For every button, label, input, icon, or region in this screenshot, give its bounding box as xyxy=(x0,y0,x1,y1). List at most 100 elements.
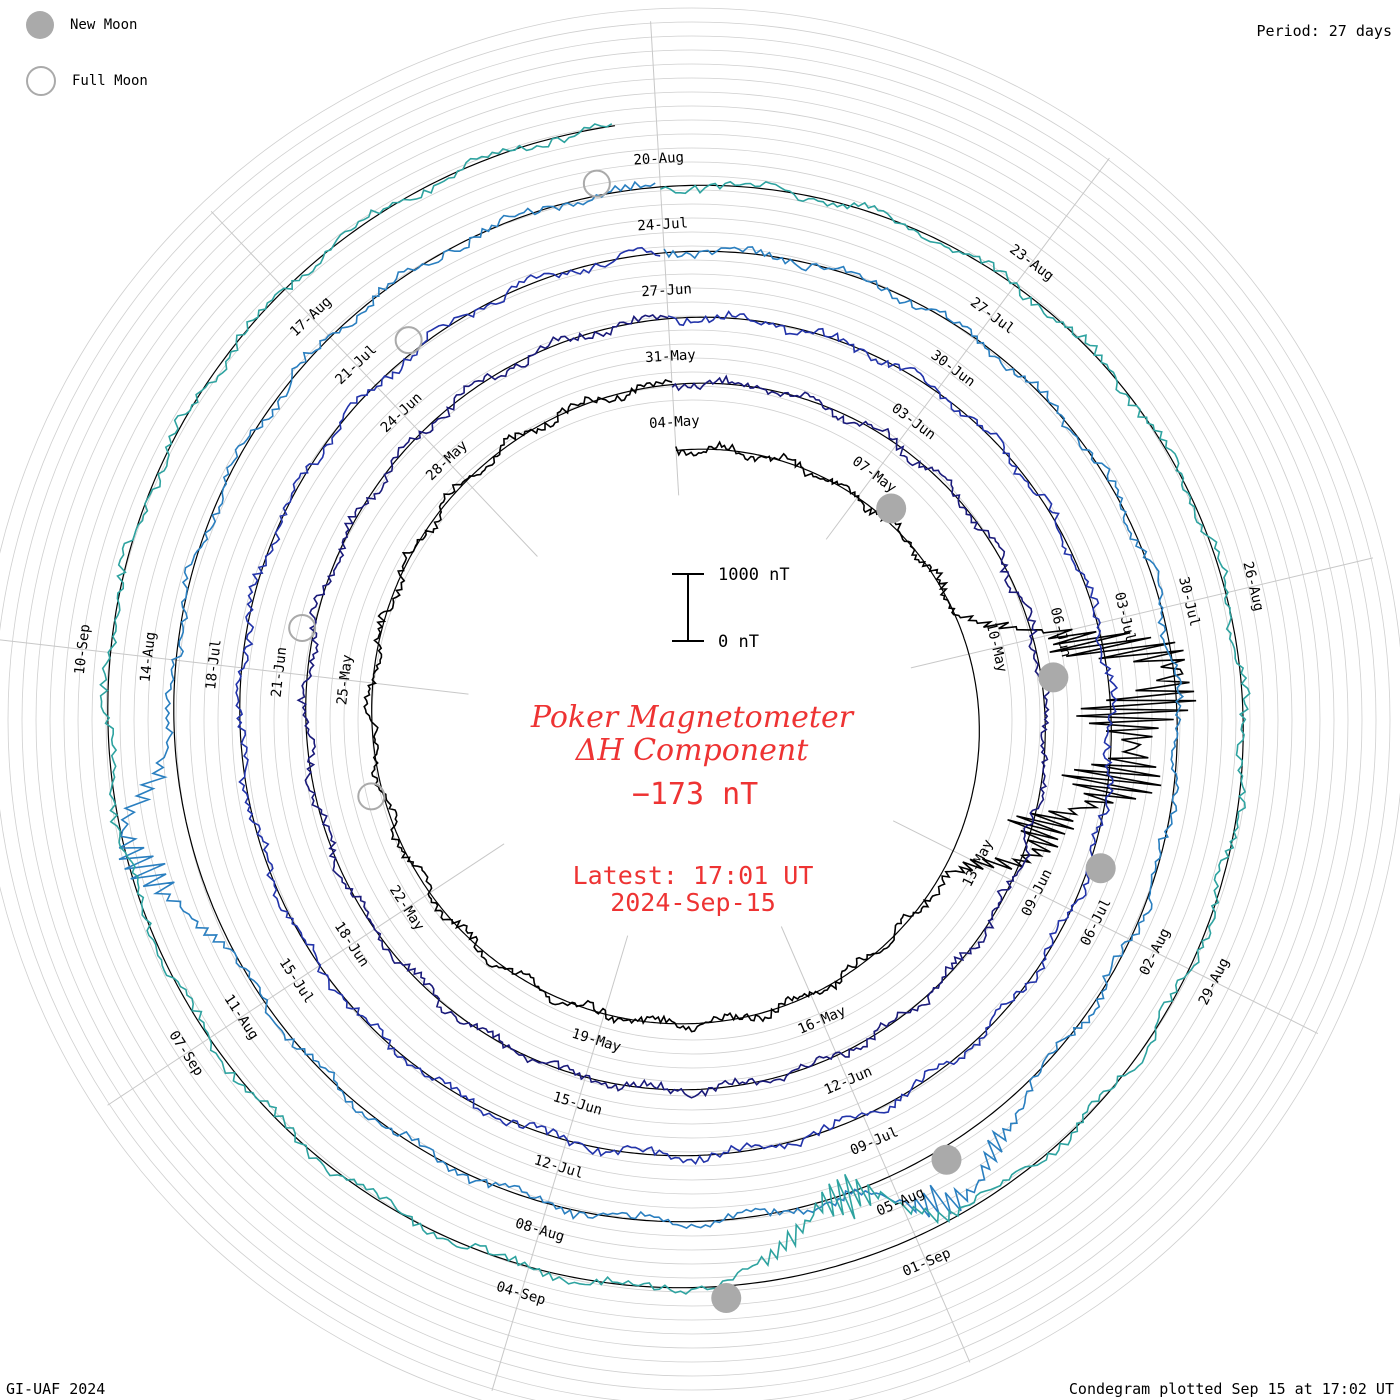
chart-title-line2: ΔH Component xyxy=(575,733,809,768)
date-label: 04-May xyxy=(649,413,700,432)
date-label: 21-Jul xyxy=(332,342,380,388)
day-spoke xyxy=(780,926,971,1363)
grid-circle xyxy=(315,343,1069,1097)
grid-circle xyxy=(63,91,1321,1349)
baseline-path xyxy=(107,125,1244,1289)
full-moon-marker xyxy=(394,326,423,355)
period-label: Period: 27 days xyxy=(1256,22,1392,40)
moon-markers xyxy=(288,169,1116,1313)
legend-full-moon: Full Moon xyxy=(26,66,148,96)
day-spoke xyxy=(0,639,469,695)
full-moon-marker xyxy=(357,782,386,811)
grid-circle xyxy=(21,49,1363,1391)
day-spokes xyxy=(0,21,1374,1391)
legend-new-moon: New Moon xyxy=(26,10,148,40)
chart-title-line1: Poker Magnetometer xyxy=(530,700,855,735)
new-moon-marker xyxy=(876,493,907,524)
latest-value: −173 nT xyxy=(632,777,758,812)
grid-circle xyxy=(0,7,1400,1400)
baseline-spiral xyxy=(107,125,1244,1289)
grid-circle xyxy=(0,21,1391,1400)
new-moon-label: New Moon xyxy=(70,17,138,33)
latest-time: Latest: 17:01 UT xyxy=(573,861,814,890)
date-label: 12-Jul xyxy=(532,1152,585,1182)
date-label: 23-Aug xyxy=(1006,241,1056,284)
series-revolution-3 xyxy=(235,246,1119,1166)
new-moon-icon xyxy=(26,11,54,39)
grid-circle xyxy=(259,287,1125,1153)
grid-circle xyxy=(343,371,1041,1069)
new-moon-marker xyxy=(1085,853,1116,884)
date-label: 24-Jul xyxy=(637,215,688,234)
scale-bottom-label: 0 nT xyxy=(718,632,759,652)
series-revolution-4 xyxy=(118,180,1185,1230)
center-annotation: Poker Magnetometer ΔH Component −173 nT … xyxy=(530,700,855,917)
grid-circle xyxy=(273,301,1111,1139)
date-label: 31-May xyxy=(645,347,696,366)
date-label: 16-May xyxy=(796,1003,849,1038)
grid-circle xyxy=(329,357,1055,1083)
day-spoke xyxy=(825,157,1110,540)
plotted-timestamp: Condegram plotted Sep 15 at 17:02 UT xyxy=(1068,1380,1394,1398)
day-spoke xyxy=(107,843,505,1106)
date-label: 03-Jun xyxy=(888,400,938,443)
date-label: 11-Aug xyxy=(221,992,262,1043)
new-moon-marker xyxy=(1038,662,1069,693)
date-label: 14-Aug xyxy=(137,631,159,683)
grid-circle xyxy=(245,273,1139,1167)
date-label: 09-Jul xyxy=(848,1124,901,1159)
grid-circle xyxy=(77,105,1307,1335)
date-label: 10-Sep xyxy=(72,623,94,675)
full-moon-label: Full Moon xyxy=(72,73,148,89)
grid-circle xyxy=(161,189,1223,1251)
series-revolution-1 xyxy=(363,379,1197,1033)
date-label: 15-Jul xyxy=(276,955,317,1006)
date-label: 08-Aug xyxy=(513,1216,566,1246)
new-moon-marker xyxy=(931,1144,962,1175)
date-label: 09-Jun xyxy=(1019,867,1056,919)
day-spoke xyxy=(650,21,680,496)
grid-circle xyxy=(49,77,1335,1363)
day-spoke xyxy=(892,820,1319,1034)
magnetometer-trace xyxy=(99,123,1251,1295)
grid-circle xyxy=(35,63,1349,1377)
series-revolution-5 xyxy=(99,123,1251,1295)
series-revolution-2 xyxy=(296,314,1052,1099)
date-label: 12-Jun xyxy=(822,1064,875,1099)
credit-label: GI-UAF 2024 xyxy=(6,1380,106,1398)
latest-date: 2024-Sep-15 xyxy=(610,888,776,917)
full-moon-icon xyxy=(26,66,56,96)
date-label: 28-May xyxy=(423,438,471,484)
grid-circle xyxy=(91,119,1293,1321)
scale-bar: 1000 nT 0 nT xyxy=(672,565,790,652)
date-label: 20-Aug xyxy=(633,150,684,169)
new-moon-marker xyxy=(711,1282,742,1313)
date-label: 25-May xyxy=(334,654,356,706)
scale-top-label: 1000 nT xyxy=(718,565,790,585)
full-moon-marker xyxy=(582,169,611,198)
date-label: 30-Jul xyxy=(1175,575,1202,628)
grid-circle xyxy=(133,161,1251,1279)
date-label: 18-Jul xyxy=(203,639,225,691)
grid-circle xyxy=(147,175,1237,1265)
grid-circle xyxy=(105,133,1279,1307)
date-label: 29-Aug xyxy=(1196,955,1233,1007)
grid-circle xyxy=(301,329,1083,1111)
full-moon-marker xyxy=(288,614,317,643)
date-label: 07-May xyxy=(849,453,899,496)
date-label: 01-Sep xyxy=(900,1245,953,1280)
date-label: 17-Aug xyxy=(287,294,335,340)
grid-circle xyxy=(287,315,1097,1125)
grid-circle xyxy=(175,203,1209,1237)
date-label: 02-Aug xyxy=(1137,926,1174,978)
date-label: 15-Jun xyxy=(551,1089,604,1119)
date-label: 27-Jul xyxy=(967,294,1017,337)
grid-circle xyxy=(7,35,1377,1400)
day-spoke xyxy=(910,557,1374,669)
moon-legend: New Moon Full Moon xyxy=(26,10,148,122)
date-label: 21-Jun xyxy=(269,646,291,698)
day-spoke xyxy=(210,210,538,557)
date-label: 10-May xyxy=(983,621,1010,674)
date-label: 27-Jun xyxy=(641,281,692,300)
